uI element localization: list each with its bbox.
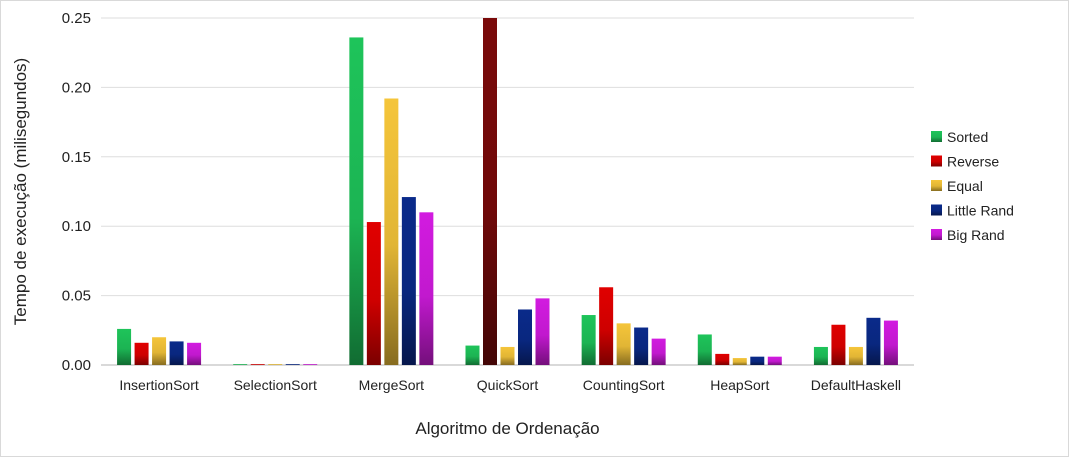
bar: [715, 353, 730, 365]
y-axis-title: Tempo de execução (milisegundos): [11, 58, 30, 325]
y-tick-labels: 0.00 0.05 0.10 0.15 0.20 0.25: [62, 10, 91, 374]
bar: [366, 222, 381, 365]
legend-label: Equal: [947, 178, 983, 194]
y-tick-label: 0.25: [62, 10, 91, 27]
bar: [117, 328, 132, 365]
bar: [883, 320, 898, 365]
legend-swatch: [931, 229, 942, 240]
legend-label: Reverse: [947, 154, 999, 170]
y-tick-label: 0.05: [62, 288, 91, 305]
bar: [831, 324, 846, 365]
bar: [483, 18, 497, 365]
bar: [535, 298, 550, 365]
bar: [581, 315, 596, 365]
bar: [152, 337, 167, 365]
legend-label: Little Rand: [947, 203, 1014, 219]
bar: [303, 364, 318, 365]
legend-swatch: [931, 131, 942, 142]
x-tick-label: InsertionSort: [119, 377, 198, 393]
gridlines: [101, 17, 914, 366]
x-tick-label: SelectionSort: [234, 377, 317, 393]
bars: [117, 18, 898, 365]
bar: [616, 323, 631, 365]
x-axis-title: Algoritmo de Ordenação: [415, 419, 599, 438]
bar: [465, 345, 480, 365]
bar: [651, 338, 666, 365]
bar: [518, 309, 532, 365]
x-tick-label: MergeSort: [359, 377, 424, 393]
bar: [599, 287, 614, 365]
bar: [866, 317, 881, 365]
y-tick-label: 0.00: [62, 357, 91, 374]
bar: [349, 37, 364, 365]
y-tick-label: 0.20: [62, 79, 91, 96]
bar: [384, 98, 399, 365]
bar: [401, 197, 416, 365]
bar: [187, 342, 202, 365]
x-tick-label: QuickSort: [477, 377, 539, 393]
legend-swatch: [931, 204, 942, 216]
bar: [285, 364, 300, 365]
bar: [732, 358, 747, 365]
bar: [813, 346, 828, 365]
bar: [250, 364, 265, 365]
legend: Sorted Reverse Equal Little Rand Big Rand: [931, 129, 1014, 243]
legend-swatch: [931, 180, 942, 191]
legend-label: Sorted: [947, 129, 988, 145]
y-tick-label: 0.15: [62, 149, 91, 166]
bar: [634, 327, 649, 365]
bar: [767, 356, 782, 365]
bar: [169, 341, 184, 365]
legend-label: Big Rand: [947, 227, 1005, 243]
bar: [134, 342, 149, 365]
bar: [697, 334, 712, 365]
legend-swatch: [931, 155, 942, 167]
bar: [419, 212, 434, 365]
bar: [848, 346, 863, 365]
x-tick-label: HeapSort: [710, 377, 769, 393]
x-tick-label: CountingSort: [583, 377, 665, 393]
bar: [500, 346, 515, 365]
bar: [268, 364, 283, 365]
x-tick-labels: InsertionSort SelectionSort MergeSort Quick…: [119, 377, 901, 393]
bar: [233, 364, 248, 365]
x-tick-label: DefaultHaskell: [811, 377, 901, 393]
bar: [750, 356, 765, 365]
y-tick-label: 0.10: [62, 218, 91, 235]
